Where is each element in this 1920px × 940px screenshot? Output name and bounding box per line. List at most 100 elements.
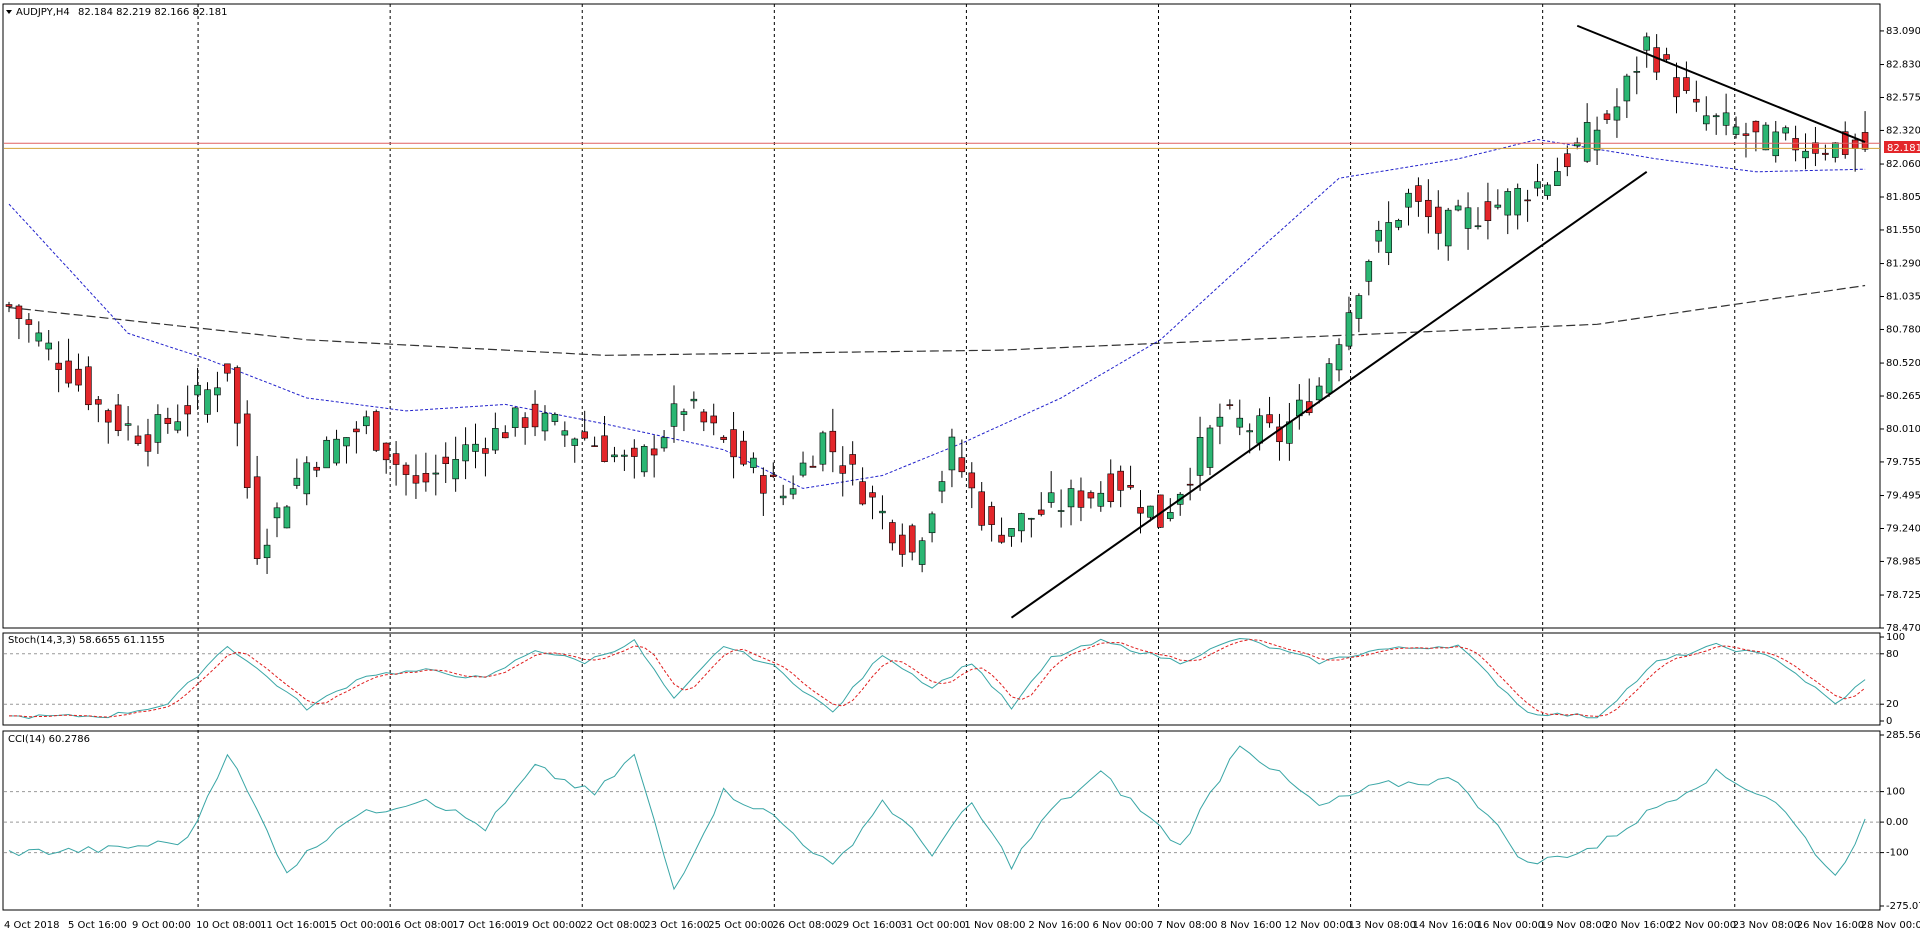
bear-candle	[114, 404, 122, 431]
bear-candle	[1673, 77, 1680, 98]
time-tick-label: 17 Oct 16:00	[452, 920, 517, 931]
bull-candle	[1196, 436, 1204, 476]
cci-panel[interactable]: 285.5654 100 0.00 -100 -275.0763	[4, 730, 1920, 912]
bear-candle	[1484, 201, 1492, 222]
bull-candle	[1643, 36, 1650, 51]
indicator-tick-label: 100	[1886, 632, 1905, 643]
indicator-tick-label: 0	[1886, 716, 1892, 727]
bull-candle	[204, 389, 211, 415]
time-tick-label: 11 Oct 16:00	[260, 920, 325, 931]
bull-candle	[1554, 171, 1561, 186]
panel-frame	[2, 632, 1881, 726]
bear-candle	[243, 413, 251, 488]
trendlines[interactable]	[1010, 24, 1866, 619]
time-tick-label: 29 Oct 16:00	[836, 920, 901, 931]
time-tick-label: 19 Nov 08:00	[1541, 920, 1608, 931]
time-tick-label: 8 Nov 16:00	[1221, 920, 1282, 931]
panel-frames	[2, 3, 1881, 911]
bear-candle	[313, 466, 320, 471]
indicator-tick-label: 100	[1886, 787, 1905, 798]
time-tick-label: 5 Oct 16:00	[68, 920, 127, 931]
time-tick-label: 26 Nov 16:00	[1797, 920, 1864, 931]
bull-candle	[1315, 385, 1323, 401]
bear-candle	[402, 464, 410, 475]
price-tick-label: 80.780	[1886, 324, 1920, 335]
price-tick-label: 80.010	[1886, 424, 1920, 435]
bull-candle	[640, 446, 648, 473]
bear-candle	[1415, 185, 1422, 202]
bull-candle	[1345, 312, 1353, 347]
bear-candle	[988, 506, 995, 525]
bear-candle	[1226, 404, 1234, 406]
time-tick-label: 22 Oct 08:00	[580, 920, 645, 931]
price-tick-label: 78.470	[1886, 623, 1920, 634]
bear-candle	[1742, 133, 1750, 136]
bear-candle	[15, 305, 23, 319]
bull-candle	[789, 488, 797, 495]
bear-candle	[1564, 153, 1571, 168]
price-tick-label: 80.265	[1886, 391, 1920, 402]
bear-candle	[382, 442, 390, 461]
bear-candle	[372, 411, 380, 451]
time-tick-label: 16 Oct 08:00	[388, 920, 453, 931]
bull-candle	[1057, 510, 1065, 512]
bear-candle	[809, 465, 817, 468]
price-tick-label: 78.725	[1886, 590, 1920, 601]
bull-candle	[1256, 415, 1263, 444]
time-tick-label: 2 Nov 16:00	[1028, 920, 1089, 931]
bull-candle	[343, 437, 350, 447]
price-panel[interactable]	[4, 24, 1880, 619]
bear-candle	[1425, 199, 1432, 218]
time-tick-label: 22 Nov 00:00	[1669, 920, 1736, 931]
header: AUDJPY,H4 82.184 82.219 82.166 82.181	[6, 7, 228, 18]
bull-candle	[948, 436, 956, 471]
indicator-tick-label: 285.5654	[1886, 730, 1920, 741]
bull-candle	[1236, 417, 1244, 428]
bull-candle	[1474, 225, 1482, 228]
time-tick-label: 4 Oct 2018	[4, 920, 59, 931]
bear-candle	[1266, 414, 1273, 424]
bear-candle	[85, 366, 92, 406]
bear-candle	[1792, 138, 1799, 151]
bear-candle	[1087, 492, 1095, 499]
bull-candle	[1514, 187, 1521, 216]
bull-candle	[1008, 528, 1015, 537]
indicator-main-line	[8, 745, 1866, 891]
bull-candle	[621, 454, 628, 457]
bear-candle	[253, 476, 261, 559]
time-tick-label: 28 Nov 00:00	[1861, 920, 1920, 931]
bear-candle	[75, 368, 82, 386]
bull-candle	[45, 342, 52, 350]
bull-candle	[303, 462, 311, 495]
panel-frame	[2, 3, 1881, 629]
bear-candle	[1127, 485, 1134, 488]
bear-candle	[1186, 483, 1194, 486]
bull-candle	[492, 428, 499, 451]
bear-candle	[720, 436, 727, 440]
slow-moving-average	[8, 284, 1866, 356]
bear-candle	[631, 447, 638, 457]
bear-candle	[978, 491, 985, 526]
bull-candle	[1544, 184, 1551, 196]
price-tick-label: 81.805	[1886, 192, 1920, 203]
bull-candle	[1772, 131, 1780, 157]
bear-candle	[740, 440, 747, 465]
price-tick-label: 83.090	[1886, 26, 1920, 37]
bull-candle	[1206, 427, 1214, 468]
bear-candle	[700, 411, 708, 423]
stochastic-panel[interactable]: 100 80 20 0	[4, 632, 1905, 727]
bear-candle	[1077, 490, 1085, 508]
bull-candle	[194, 384, 201, 396]
bull-candle	[511, 407, 519, 428]
bear-candle	[65, 360, 72, 384]
bull-candle	[1494, 204, 1502, 208]
time-axis: 4 Oct 2018 5 Oct 16:00 9 Oct 00:00 10 Oct 0…	[4, 920, 1920, 931]
bear-candle	[769, 474, 777, 477]
bear-candle	[1693, 98, 1700, 103]
ohlc-label: 82.184 82.219 82.166 82.181	[78, 7, 228, 18]
bear-candle	[234, 367, 241, 424]
trendline	[1576, 24, 1866, 143]
bull-candle	[1633, 71, 1641, 73]
bear-candle	[760, 475, 767, 494]
